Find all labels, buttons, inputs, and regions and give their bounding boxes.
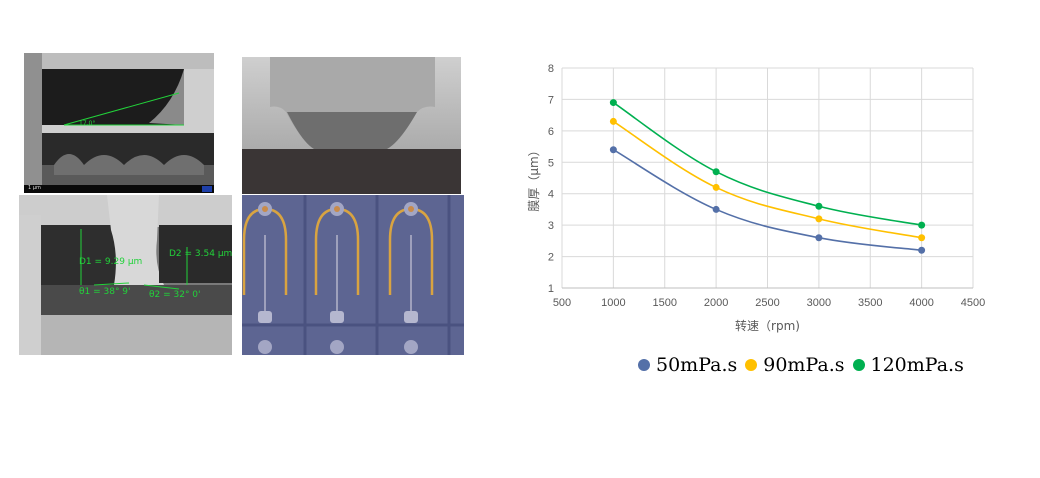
x-axis-title: 转速（rpm) xyxy=(735,318,800,333)
x-tick-label: 500 xyxy=(553,297,571,309)
legend-label-50: 50mPa.s xyxy=(656,354,738,376)
y-tick-label: 7 xyxy=(548,94,554,106)
chart-legend: 50mPa.s 90mPa.s 120mPa.s xyxy=(638,354,972,376)
series-line-1 xyxy=(612,120,922,239)
legend-item-120: 120mPa.s xyxy=(852,354,964,376)
y-axis-title: 膜厚（μm） xyxy=(527,144,541,211)
data-point xyxy=(712,183,720,191)
data-point xyxy=(918,221,926,229)
data-point xyxy=(609,146,617,154)
y-tick-label: 8 xyxy=(548,63,554,75)
y-tick-label: 6 xyxy=(548,126,554,138)
legend-marker-120 xyxy=(852,359,865,371)
data-point xyxy=(712,168,720,176)
sem-image-top-left: 17.0° 1 μm xyxy=(24,53,214,193)
sem-image-bottom-left: D1 = 9.29 μm D2 = 3.54 μm θ1 = 38° 9' θ2… xyxy=(19,195,232,355)
x-tick-label: 3500 xyxy=(858,297,882,309)
theta2-label: θ2 = 32° 0' xyxy=(149,290,201,300)
x-tick-label: 4000 xyxy=(909,297,933,309)
legend-item-50: 50mPa.s xyxy=(638,354,737,376)
y-tick-label: 3 xyxy=(548,220,554,232)
x-tick-label: 2500 xyxy=(755,297,779,309)
legend-item-90: 90mPa.s xyxy=(745,354,845,376)
profile-image-top xyxy=(242,57,461,194)
data-point xyxy=(918,246,926,254)
data-point xyxy=(918,234,926,242)
data-point xyxy=(609,99,617,107)
data-point xyxy=(712,205,720,213)
data-point xyxy=(815,202,823,210)
d1-label: D1 = 9.29 μm xyxy=(79,257,143,267)
legend-marker-90 xyxy=(745,359,758,371)
x-tick-label: 3000 xyxy=(807,297,831,309)
legend-label-120: 120mPa.s xyxy=(870,354,964,376)
chart-svg: 1 2 3 4 5 6 7 8 500 1000 1500 2000 2500 3000 3500 4000 4… xyxy=(527,63,985,333)
data-point xyxy=(815,215,823,223)
thickness-vs-speed-chart: 1 2 3 4 5 6 7 8 500 1000 1500 2000 2500 3000 3500 4000 4… xyxy=(520,55,990,345)
optical-image-bottom xyxy=(242,195,464,355)
legend-label-90: 90mPa.s xyxy=(763,354,845,376)
series-line-0 xyxy=(612,149,922,252)
series-line-2 xyxy=(612,101,922,226)
theta1-label: θ1 = 38° 9' xyxy=(79,287,131,297)
y-tick-label: 5 xyxy=(548,157,554,169)
x-tick-label: 2000 xyxy=(704,297,728,309)
y-tick-label: 2 xyxy=(548,252,554,264)
angle-label: 17.0° xyxy=(79,120,96,127)
d2-label: D2 = 3.54 μm xyxy=(169,249,232,259)
x-tick-label: 1500 xyxy=(653,297,677,309)
data-point xyxy=(815,234,823,242)
scale-bar-label: 1 μm xyxy=(28,185,41,191)
data-point xyxy=(609,117,617,125)
x-tick-label: 4500 xyxy=(961,297,985,309)
x-tick-label: 1000 xyxy=(601,297,625,309)
y-tick-label: 1 xyxy=(548,283,554,295)
legend-marker-50 xyxy=(638,359,650,371)
y-tick-label: 4 xyxy=(548,189,554,201)
